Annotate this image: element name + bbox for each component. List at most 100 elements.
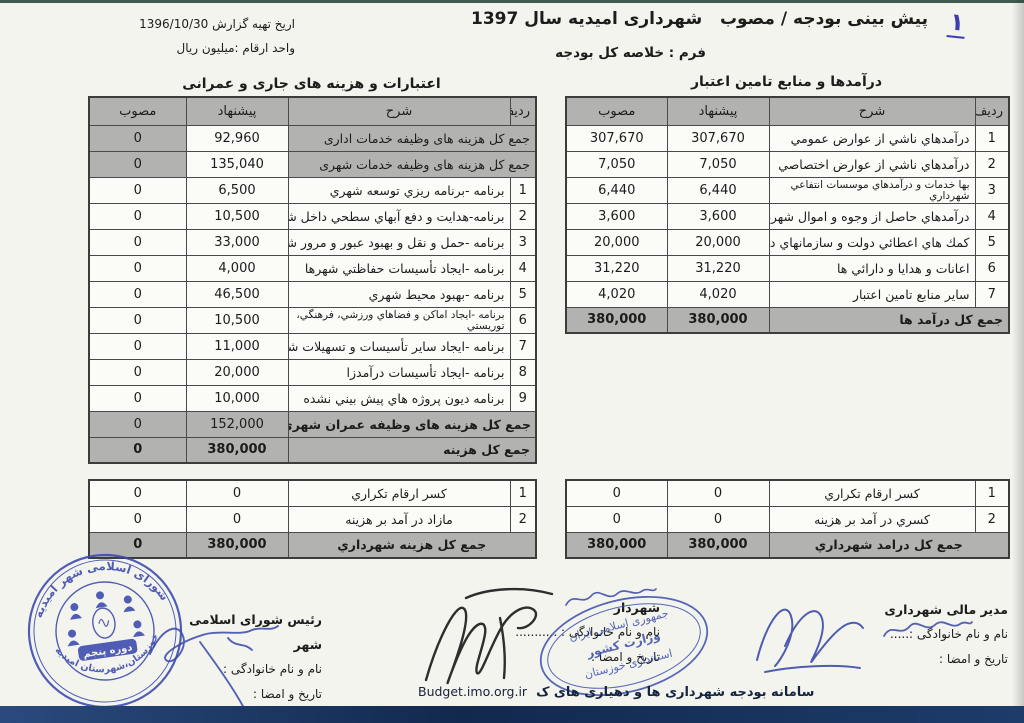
proposed-cell: 380,000 (185, 531, 289, 559)
approved-cell: 0 (565, 505, 668, 533)
rowno-cell: 2 (509, 505, 537, 533)
table-row: 2 مازاد در آمد بر هزینه 0 0 (88, 505, 537, 533)
rowno-cell: 3 (974, 176, 1010, 204)
governorate-stamp: جمهوری اسلامی ایران وزارت کشور استانداری… (539, 595, 709, 697)
col-rowno-header: ردیف (509, 96, 537, 126)
proposed-cell: 11,000 (185, 332, 289, 360)
table-row: 5 برنامه -بهبود محیط شهري 46,500 0 (88, 280, 537, 308)
proposed-cell: 3,600 (666, 202, 770, 230)
table-row: 1 کسر ارقام تکراري 0 0 (88, 479, 537, 507)
revenue-section-title: درآمدها و منابع تامین اعتبار (690, 74, 883, 90)
approved-cell: 6,440 (565, 176, 668, 204)
table-row: 1 درآمدهاي ناشي از عوارض عمومي 307,670 307,… (565, 124, 1010, 152)
revenue-summary-table: 1 کسر ارقام تکراري 0 0 2 کسري در آمد بر هزین… (565, 479, 1010, 559)
rowno-cell: 2 (974, 150, 1010, 178)
council-name-label: نام و نام خانوادگی : (223, 662, 322, 676)
rowno-cell: 1 (974, 124, 1010, 152)
report-meta-block: اریخ تهیه گزارش 1396/10/30 واحد ارقام :م… (60, 12, 295, 60)
table-row: 8 برنامه -ایجاد تأسیسات درآمدزا 20,000 0 (88, 358, 537, 386)
proposed-cell: 307,670 (666, 124, 770, 152)
desc-cell: برنامه -ایجاد سایر تأسیسات و تسهیلات شهر… (287, 332, 511, 360)
unit-label: واحد ارقام :میلیون ریال (176, 41, 295, 55)
approved-cell: 380,000 (565, 306, 668, 334)
desc-cell: برنامه دیون پروژه هاي پیش بیني نشده (287, 384, 511, 412)
table-row: 3 برنامه -حمل و نقل و بهبود عبور و مرور ش… (88, 228, 537, 256)
approved-cell: 0 (88, 228, 187, 256)
desc-cell: برنامه -بهبود محیط شهري (287, 280, 511, 308)
rowno-cell: 7 (974, 280, 1010, 308)
table-header-row: ردیف شرح پیشنهاد مصوب (88, 96, 537, 126)
proposed-cell: 0 (666, 479, 770, 507)
proposed-cell: 380,000 (666, 306, 770, 334)
approved-cell: 0 (88, 176, 187, 204)
doc-title: پیش بینی بودجه / مصوب شهرداری امیدیه سال… (471, 9, 928, 29)
desc-cell: درآمدهاي ناشي از عوارض اختصاصي (768, 150, 976, 178)
proposed-cell: 46,500 (185, 280, 289, 308)
table-row: 7 سایر منابع تامین اعتبار 4,020 4,020 (565, 280, 1010, 308)
total-row: جمع کل هزینه 380,000 0 (88, 436, 537, 464)
proposed-cell: 4,000 (185, 254, 289, 282)
approved-cell: 0 (88, 202, 187, 230)
rowno-cell: 1 (509, 479, 537, 507)
scan-edge-top (0, 0, 1024, 3)
approved-cell: 0 (88, 124, 187, 152)
total-row: جمع کل هزینه شهرداري 380,000 0 (88, 531, 537, 559)
rowno-cell: 3 (509, 228, 537, 256)
rowno-cell: 7 (509, 332, 537, 360)
desc-cell: برنامه -ایجاد اماکن و فضاهاي ورزشي، فرهن… (287, 306, 511, 334)
rowno-cell: 4 (509, 254, 537, 282)
proposed-cell: 6,500 (185, 176, 289, 204)
expense-summary-table: 1 کسر ارقام تکراري 0 0 2 مازاد در آمد بر هزی… (88, 479, 537, 559)
finance-date-label: تاریخ و امضا : (939, 652, 1008, 666)
finance-ink-signature (756, 608, 864, 673)
proposed-cell: 33,000 (185, 228, 289, 256)
table-row: 2 کسري در آمد بر هزینه 0 0 (565, 505, 1010, 533)
finance-title: مدیر مالی شهرداری (884, 602, 1008, 617)
desc-cell: برنامه-هدایت و دفع آبهاي سطحي داخل شهري (287, 202, 511, 230)
desc-cell: کسر ارقام تکراري (768, 479, 976, 507)
rowno-cell: 6 (509, 306, 537, 334)
desc-cell: برنامه -ایجاد تأسیسات درآمدزا (287, 358, 511, 386)
subtotal-row: جمع کل هزینه های وظیفه خدمات شهری 135,040… (88, 150, 537, 178)
handwritten-page-number: ۱ (946, 7, 968, 39)
desc-cell: کسر ارقام تکراري (287, 479, 511, 507)
approved-cell: 31,220 (565, 254, 668, 282)
rowno-cell: 4 (974, 202, 1010, 230)
proposed-cell: 20,000 (666, 228, 770, 256)
rowno-cell: 1 (509, 176, 537, 204)
table-row: 1 کسر ارقام تکراري 0 0 (565, 479, 1010, 507)
col-rowno-header: ردیف (974, 96, 1010, 126)
col-proposed-header: پیشنهاد (666, 96, 770, 126)
report-date: اریخ تهیه گزارش 1396/10/30 (139, 17, 295, 31)
proposed-cell: 152,000 (185, 410, 289, 438)
approved-cell: 0 (88, 254, 187, 282)
council-stamp-arc-top: شورای اسلامی شهر امیدیه (26, 551, 173, 621)
approved-cell: 0 (88, 358, 187, 386)
subtotal-row: جمع کل هزینه های وظیفه خدمات اداری 92,960… (88, 124, 537, 152)
rowno-cell: 2 (974, 505, 1010, 533)
subtotal-label-cell: جمع کل هزینه های وظیفه خدمات شهری (287, 150, 537, 178)
table-header-row: ردیف شرح پیشنهاد مصوب (565, 96, 1010, 126)
rowno-cell: 5 (509, 280, 537, 308)
finance-name-label: نام و نام خانوادگی :..... (889, 627, 1008, 641)
rowno-cell: 6 (974, 254, 1010, 282)
proposed-cell: 4,020 (666, 280, 770, 308)
table-row: 4 برنامه -ایجاد تأسیسات حفاظتي شهرها 4,000… (88, 254, 537, 282)
col-desc-header: شرح (287, 96, 511, 126)
proposed-cell: 92,960 (185, 124, 289, 152)
table-row: 6 اعانات و هدایا و دارائي ها 31,220 31,220 (565, 254, 1010, 282)
total-label-cell: جمع کل درامد شهرداري (768, 531, 1010, 559)
proposed-cell: 380,000 (185, 436, 289, 464)
col-approved-header: مصوب (88, 96, 187, 126)
mayor-date-label: تاریخ و امضا : (591, 650, 660, 664)
approved-cell: 4,020 (565, 280, 668, 308)
desc-cell: کسري در آمد بر هزینه (768, 505, 976, 533)
table-row: 7 برنامه -ایجاد سایر تأسیسات و تسهیلات شه… (88, 332, 537, 360)
rowno-cell: 8 (509, 358, 537, 386)
approved-cell: 0 (88, 150, 187, 178)
table-row: 6 برنامه -ایجاد اماکن و فضاهاي ورزشي، فره… (88, 306, 537, 334)
